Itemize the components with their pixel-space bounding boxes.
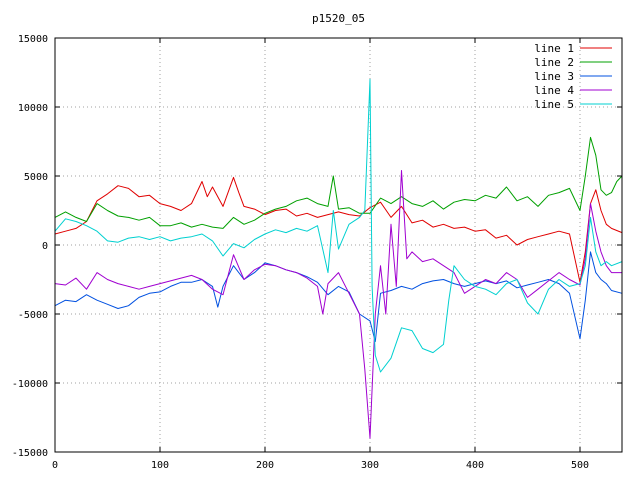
legend-label: line 1 xyxy=(534,42,574,55)
series-line-5 xyxy=(54,78,623,373)
y-tick-label: -5000 xyxy=(18,310,48,321)
x-tick-label: 0 xyxy=(52,460,58,471)
y-tick-label: 15000 xyxy=(18,34,48,45)
y-tick-label: -15000 xyxy=(12,448,48,459)
y-tick-label: 5000 xyxy=(24,172,48,183)
x-tick-label: 300 xyxy=(361,460,379,471)
y-tick-label: -10000 xyxy=(12,379,48,390)
x-tick-label: 100 xyxy=(151,460,169,471)
series-lines xyxy=(54,78,623,439)
series-line-3 xyxy=(54,251,623,343)
grid xyxy=(55,38,622,452)
y-tick-label: 0 xyxy=(42,241,48,252)
x-tick-label: 200 xyxy=(256,460,274,471)
y-tick-label: 10000 xyxy=(18,103,48,114)
legend-label: line 2 xyxy=(534,56,574,69)
legend-label: line 3 xyxy=(534,70,574,83)
x-tick-label: 500 xyxy=(571,460,589,471)
legend-label: line 4 xyxy=(534,84,574,97)
series-line-2 xyxy=(54,136,623,229)
series-line-4 xyxy=(54,170,622,439)
axis-ticks: 0 100 200 300 400 500 -15000 -10000 -5000 0 5000 10… xyxy=(12,34,622,471)
series-line-1 xyxy=(54,176,623,283)
x-tick-label: 400 xyxy=(466,460,484,471)
legend-label: line 5 xyxy=(534,98,574,111)
chart-title: p1520_05 xyxy=(312,12,365,25)
